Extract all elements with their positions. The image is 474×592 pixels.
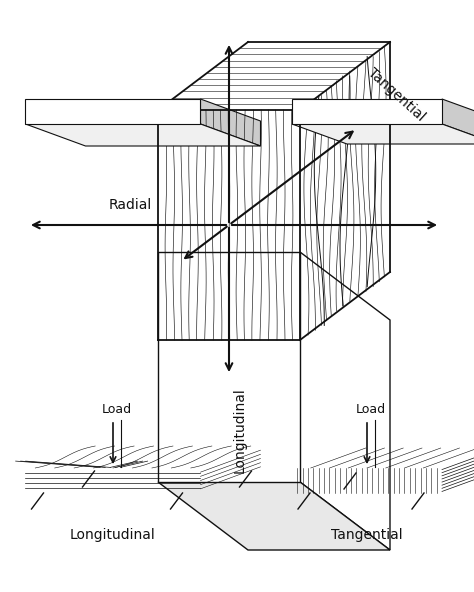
- Polygon shape: [292, 99, 442, 124]
- Polygon shape: [300, 252, 390, 550]
- Text: Longitudinal: Longitudinal: [70, 528, 156, 542]
- Polygon shape: [26, 99, 201, 124]
- Polygon shape: [26, 124, 261, 146]
- Text: Load: Load: [356, 403, 386, 416]
- Text: Radial: Radial: [109, 198, 152, 212]
- Text: Longitudinal: Longitudinal: [233, 387, 247, 473]
- Polygon shape: [158, 482, 390, 550]
- Polygon shape: [292, 124, 474, 144]
- Text: Tangential: Tangential: [331, 528, 403, 542]
- Polygon shape: [442, 99, 474, 144]
- Text: Load: Load: [102, 403, 132, 416]
- Text: Tangential: Tangential: [365, 65, 427, 124]
- Polygon shape: [158, 252, 300, 482]
- Polygon shape: [201, 99, 261, 146]
